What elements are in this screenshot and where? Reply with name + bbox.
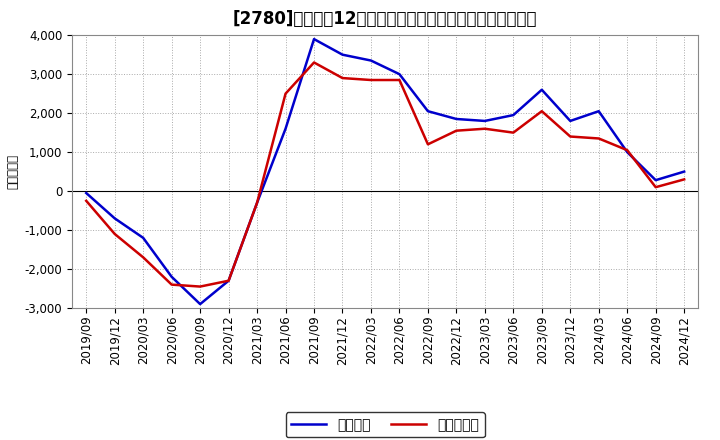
経常利益	[225, 278, 233, 283]
経常利益	[282, 126, 290, 132]
当期純利益	[652, 184, 660, 190]
Y-axis label: （百万円）: （百万円）	[6, 154, 19, 189]
当期純利益	[338, 75, 347, 81]
Title: [2780]　利益だ12か月移動合計の対前年同期増減額の推移: [2780] 利益だ12か月移動合計の対前年同期増減額の推移	[233, 10, 537, 28]
経常利益	[82, 191, 91, 196]
当期純利益	[452, 128, 461, 133]
当期純利益	[253, 200, 261, 205]
経常利益	[595, 109, 603, 114]
当期純利益	[623, 147, 631, 153]
当期純利益	[139, 255, 148, 260]
経常利益	[509, 113, 518, 118]
当期純利益	[110, 231, 119, 237]
当期純利益	[423, 142, 432, 147]
当期純利益	[680, 177, 688, 182]
Line: 当期純利益: 当期純利益	[86, 62, 684, 286]
経常利益	[196, 301, 204, 307]
経常利益	[652, 177, 660, 183]
経常利益	[480, 118, 489, 124]
Line: 経常利益: 経常利益	[86, 39, 684, 304]
経常利益	[680, 169, 688, 174]
当期純利益	[196, 284, 204, 289]
経常利益	[338, 52, 347, 57]
経常利益	[110, 216, 119, 221]
経常利益	[167, 274, 176, 279]
当期純利益	[566, 134, 575, 139]
当期純利益	[225, 278, 233, 283]
当期純利益	[282, 91, 290, 96]
当期純利益	[310, 60, 318, 65]
当期純利益	[366, 77, 375, 83]
当期純利益	[395, 77, 404, 83]
経常利益	[566, 118, 575, 124]
経常利益	[253, 200, 261, 205]
当期純利益	[509, 130, 518, 135]
当期純利益	[595, 136, 603, 141]
当期純利益	[537, 109, 546, 114]
当期純利益	[167, 282, 176, 287]
Legend: 経常利益, 当期純利益: 経常利益, 当期純利益	[286, 412, 485, 437]
経常利益	[395, 72, 404, 77]
経常利益	[623, 150, 631, 155]
経常利益	[423, 109, 432, 114]
経常利益	[310, 37, 318, 42]
経常利益	[537, 87, 546, 92]
経常利益	[452, 116, 461, 121]
当期純利益	[480, 126, 489, 132]
経常利益	[139, 235, 148, 241]
経常利益	[366, 58, 375, 63]
当期純利益	[82, 198, 91, 203]
